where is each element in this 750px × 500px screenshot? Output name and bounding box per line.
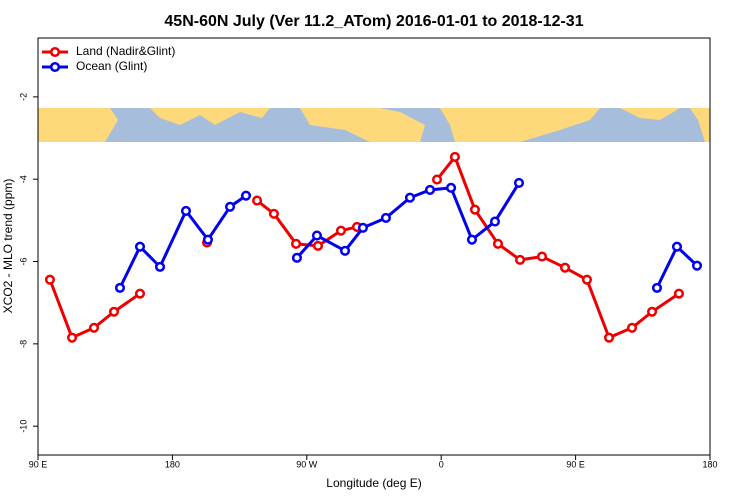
y-tick-label: -6 bbox=[18, 258, 28, 266]
data-point bbox=[224, 201, 236, 212]
x-tick-label: 90 W bbox=[296, 459, 318, 469]
data-point bbox=[581, 274, 592, 285]
series-line bbox=[256, 199, 358, 248]
data-point bbox=[673, 288, 684, 299]
data-point bbox=[469, 204, 480, 215]
data-point bbox=[380, 212, 391, 223]
data-point bbox=[311, 230, 323, 241]
data-point bbox=[404, 192, 416, 203]
legend-marker bbox=[49, 46, 61, 58]
legend-label: Ocean (Glint) bbox=[76, 59, 147, 73]
map-band bbox=[38, 108, 710, 142]
y-tick-label: -4 bbox=[18, 175, 28, 183]
legend-marker bbox=[49, 61, 61, 73]
data-point bbox=[339, 245, 351, 256]
y-tick-label: -10 bbox=[18, 420, 28, 433]
chart-title: 45N-60N July (Ver 11.2_ATom) 2016-01-01 … bbox=[164, 13, 583, 30]
data-point bbox=[514, 254, 526, 265]
data-point bbox=[647, 306, 658, 317]
data-point bbox=[431, 174, 443, 185]
data-point bbox=[240, 190, 252, 201]
x-tick-label: 90 E bbox=[29, 459, 48, 469]
data-point bbox=[134, 288, 146, 299]
data-point bbox=[114, 282, 126, 293]
data-point bbox=[252, 195, 263, 206]
data-point bbox=[446, 182, 457, 193]
x-tick-label: 90 E bbox=[566, 459, 585, 469]
series-line bbox=[655, 245, 699, 289]
data-point bbox=[513, 177, 525, 188]
data-point bbox=[134, 241, 146, 252]
x-tick-label: 180 bbox=[702, 459, 717, 469]
data-point bbox=[290, 238, 302, 249]
legend-label: Land (Nadir&Glint) bbox=[76, 44, 175, 58]
data-point bbox=[312, 240, 324, 251]
data-point bbox=[88, 322, 100, 333]
data-point bbox=[291, 252, 302, 263]
data-point bbox=[536, 251, 548, 262]
data-point bbox=[108, 306, 120, 317]
data-point bbox=[492, 238, 503, 249]
y-axis-label: XCO2 - MLO trend (ppm) bbox=[1, 179, 15, 314]
x-axis-label: Longitude (deg E) bbox=[326, 476, 421, 490]
data-point bbox=[424, 184, 436, 195]
data-point bbox=[180, 205, 192, 216]
data-point bbox=[489, 216, 501, 227]
data-point bbox=[466, 234, 478, 245]
data-point bbox=[154, 261, 166, 272]
data-point bbox=[44, 274, 55, 285]
data-point bbox=[671, 241, 683, 252]
y-tick-label: -8 bbox=[18, 340, 28, 348]
data-point bbox=[268, 208, 279, 219]
y-tick-label: -2 bbox=[18, 93, 28, 101]
x-tick-label: 0 bbox=[439, 459, 444, 469]
data-point bbox=[559, 262, 571, 273]
series-line bbox=[435, 155, 680, 340]
x-tick-label: 180 bbox=[165, 459, 180, 469]
data-point bbox=[449, 151, 460, 163]
data-point bbox=[357, 222, 368, 233]
data-point bbox=[626, 322, 638, 333]
data-point bbox=[604, 332, 615, 343]
data-point bbox=[691, 260, 703, 271]
plot-frame bbox=[37, 37, 711, 456]
data-point bbox=[202, 234, 213, 245]
data-point bbox=[651, 282, 663, 293]
data-point bbox=[66, 332, 78, 343]
data-point bbox=[335, 225, 347, 236]
